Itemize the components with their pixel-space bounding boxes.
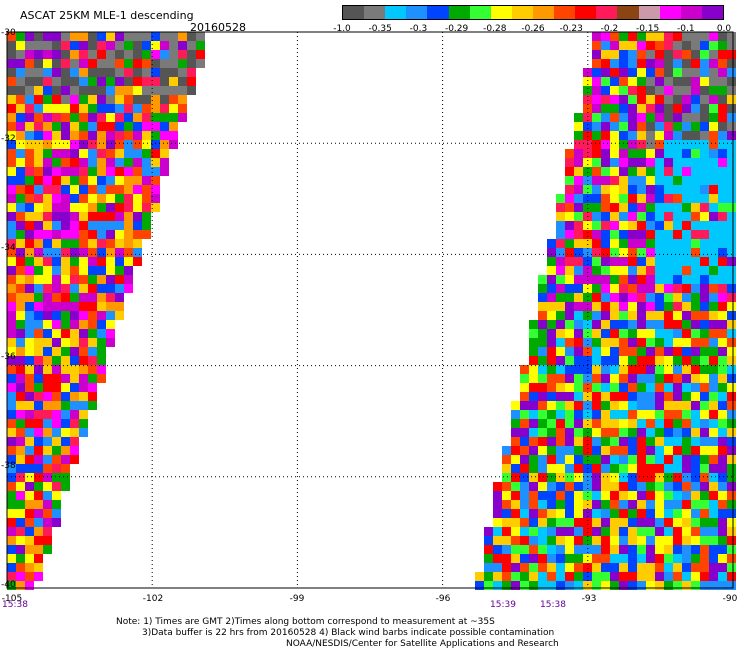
colorbar-swatch [554,6,576,19]
colorbar-label: -0.23 [559,24,583,34]
note-line-2: 3)Data buffer is 22 hrs from 20160528 4)… [142,628,555,638]
colorbar-swatch [343,6,365,19]
colorbar-swatch [448,6,470,19]
colorbar-label: -0.35 [368,24,392,34]
colorbar-swatch [427,6,449,19]
colorbar-swatch [385,6,407,19]
lat-label-40: -40 [1,580,16,590]
colorbar-swatch [511,6,533,19]
lon-label-96: -96 [435,594,451,604]
lon-label-90: -90 [722,594,738,604]
colorbar-swatch [680,6,702,19]
time-left: 15:38 [2,600,28,610]
colorbar-swatch [575,6,597,19]
colorbar [342,5,724,20]
lon-label-102: -102 [142,594,164,604]
lon-label-99: -99 [289,594,305,604]
colorbar-label: -0.3 [409,24,428,34]
colorbar-swatch [596,6,618,19]
colorbar-swatch [532,6,555,19]
colorbar-swatch [469,6,491,19]
lat-label-34: -34 [1,243,16,253]
lon-label-93: -93 [581,594,597,604]
lat-label-32: -32 [1,134,16,144]
colorbar-swatch [701,6,723,19]
colorbar-swatch [617,6,639,19]
colorbar-label: -0.15 [635,24,660,34]
lon-label-105: -105 [1,594,23,604]
colorbar-swatch [659,6,681,19]
lat-label-36: -36 [1,352,16,362]
note-line-3: NOAA/NESDIS/Center for Satellite Applica… [286,639,559,649]
note-line-1: Note: 1) Times are GMT 2)Times along bot… [116,617,495,627]
colorbar-label: -0.26 [521,24,545,34]
map-gridlines [7,32,733,588]
colorbar-label: -0.28 [483,24,507,34]
colorbar-swatch [406,6,428,19]
colorbar-label: 0.0 [716,24,732,34]
colorbar-swatch [364,6,386,19]
lat-label-38: -38 [1,461,16,471]
swath-pixels [7,32,736,590]
colorbar-label: -0.29 [444,24,469,34]
map-frame [6,31,734,589]
lat-label-30: -30 [1,28,16,38]
colorbar-label: -1.0 [333,24,351,34]
time-right-2: 15:38 [540,600,566,610]
colorbar-label: -0.2 [600,24,619,34]
colorbar-swatch [638,6,660,19]
map-date: 20160528 [190,21,246,34]
time-right-1: 15:39 [490,600,516,610]
colorbar-label: -0.1 [677,24,695,34]
colorbar-swatch [490,6,512,19]
map-title: ASCAT 25KM MLE-1 descending [20,9,194,22]
